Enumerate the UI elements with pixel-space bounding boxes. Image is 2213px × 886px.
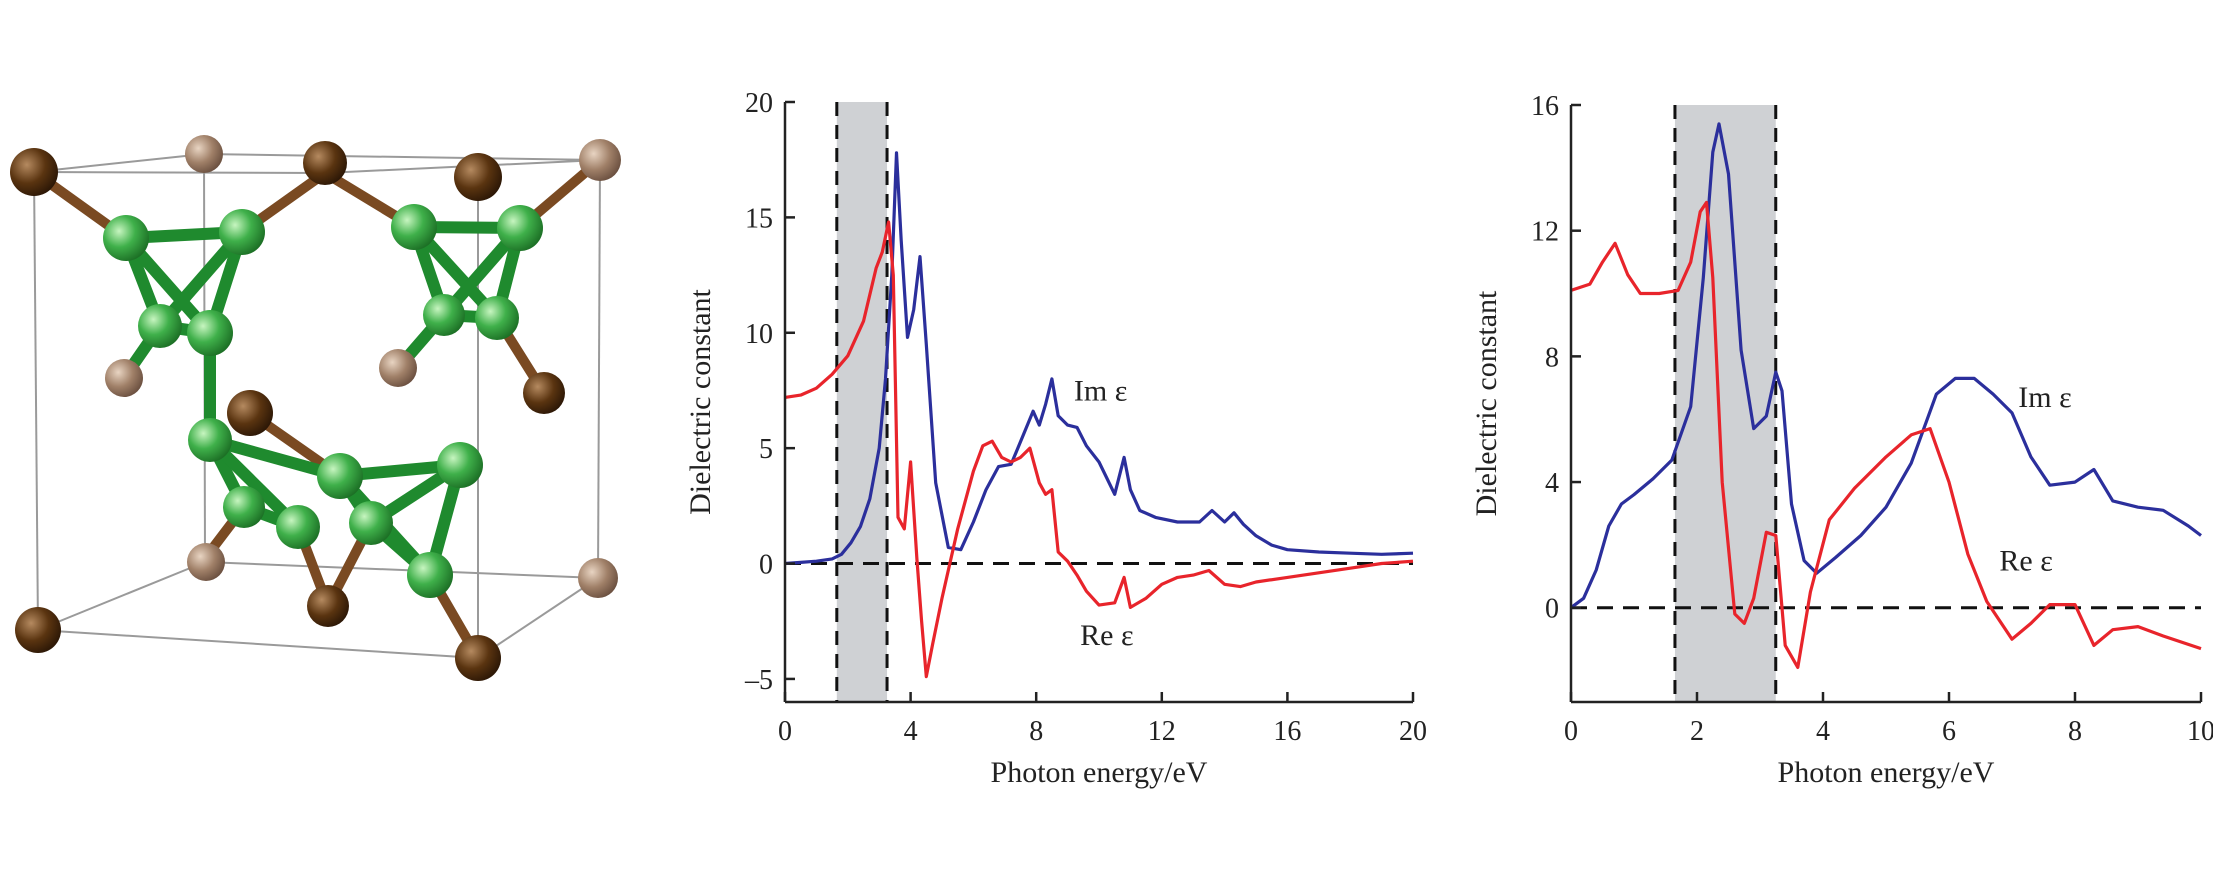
y-tick-label: 0 [1545,594,1559,625]
x-tick-label: 6 [1942,716,1956,747]
x-tick-label: 10 [2187,716,2213,747]
y-tick-label: 12 [1531,217,1559,248]
x-tick-label: 12 [1148,716,1176,747]
y-tick-label: 8 [1545,342,1559,373]
atom-cluster [437,442,483,488]
y-tick-label: 4 [1545,468,1559,499]
x-tick-label: 20 [1399,716,1427,747]
atom-metal [105,359,143,397]
atom-cluster [407,552,453,598]
y-tick-label: 5 [759,434,773,465]
y-tick-label: 15 [745,203,773,234]
atom-metal [15,607,61,653]
atom-metal [303,141,347,185]
atom-metal [455,635,501,681]
atom-cluster [423,294,465,336]
atom-cluster [391,204,437,250]
dielectric-chart-2: 0 2 4 6 8 10 0 4 8 12 16 Photon energy/eV Dielect… [1470,91,2213,789]
series-im-line [784,151,1414,566]
y-axis-title: Dielectric constant [1470,290,1503,516]
y-tick-label: 10 [745,319,773,350]
x-tick-label: 16 [1273,716,1301,747]
atom-cluster [317,453,363,499]
atom-cluster [103,215,149,261]
band-gap-shading [836,102,888,702]
atom-cluster [138,304,182,348]
x-tick-label: 0 [1564,716,1578,747]
series-re-label: Re ε [1080,619,1133,652]
atom-metal [454,153,502,201]
y-tick-label: 20 [745,88,773,119]
atom-cluster [497,205,543,251]
atoms [10,135,621,681]
x-tick-label: 4 [904,716,918,747]
series-re-label: Re ε [1999,545,2052,578]
crystal-structure [10,135,621,681]
atom-cluster [276,505,320,549]
x-tick-label: 8 [2068,716,2082,747]
x-tick-label: 2 [1690,716,1704,747]
atom-metal [379,349,417,387]
atom-cluster [349,501,393,545]
atom-metal [187,543,225,581]
x-axis-title: Photon energy/eV [1778,756,1995,789]
atom-metal [10,148,58,196]
series-im-line [1570,122,2202,609]
atom-cluster [475,296,519,340]
atom-metal [579,139,621,181]
y-tick-label: 0 [759,550,773,581]
atom-metal [578,558,618,598]
atom-metal [523,372,565,414]
atom-cluster [187,310,233,356]
atom-metal [307,585,349,627]
atom-cluster [223,486,265,528]
y-tick-label: –5 [744,665,773,696]
series-re-line [784,220,1414,679]
atom-metal [185,135,223,173]
y-axis-title: Dielectric constant [684,288,717,514]
atom-cluster [219,209,265,255]
series-im-label: Im ε [2018,381,2071,414]
x-tick-label: 0 [778,716,792,747]
x-axis-title: Photon energy/eV [991,756,1208,789]
atom-cluster [188,418,232,462]
series-im-label: Im ε [1074,374,1127,407]
series-re-line [1570,200,2202,669]
y-tick-label: 16 [1531,91,1559,122]
x-tick-label: 8 [1029,716,1043,747]
atom-metal [227,390,273,436]
x-tick-label: 4 [1816,716,1830,747]
